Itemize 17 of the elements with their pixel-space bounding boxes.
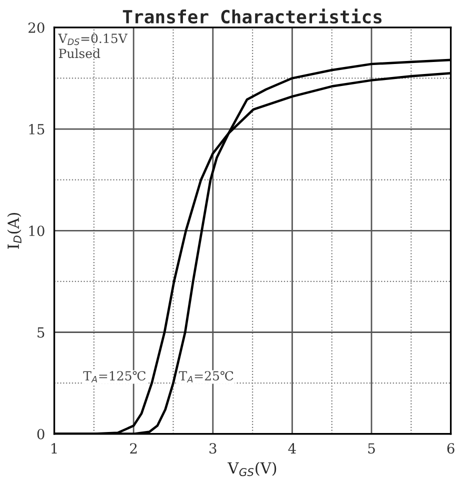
x-tick-label: 6	[447, 443, 454, 454]
x-tick-label: 5	[368, 443, 375, 454]
x-tick-label: 1	[52, 443, 57, 454]
y-tick-label: 10	[29, 226, 44, 236]
x-tick-label: 2	[130, 443, 137, 454]
x-tick-label: 4	[288, 443, 296, 454]
annotation: T$_{A}$=125℃	[83, 371, 146, 382]
annotation: V$_{DS}$=0.15V Pulsed	[58, 34, 128, 58]
chart-title: Transfer Characteristics	[122, 8, 382, 24]
y-tick-label: 15	[29, 124, 44, 134]
annotation: T$_{A}$=25℃	[178, 371, 234, 382]
y-tick-label: 0	[37, 428, 44, 440]
y-tick-label: 5	[38, 327, 44, 338]
y-tick-label: 20	[28, 22, 44, 33]
x-axis-title: V$_{GS}$(V)	[228, 462, 276, 476]
x-tick-label: 3	[210, 443, 216, 454]
y-axis-title: I$_{D}$(A)	[7, 213, 22, 249]
